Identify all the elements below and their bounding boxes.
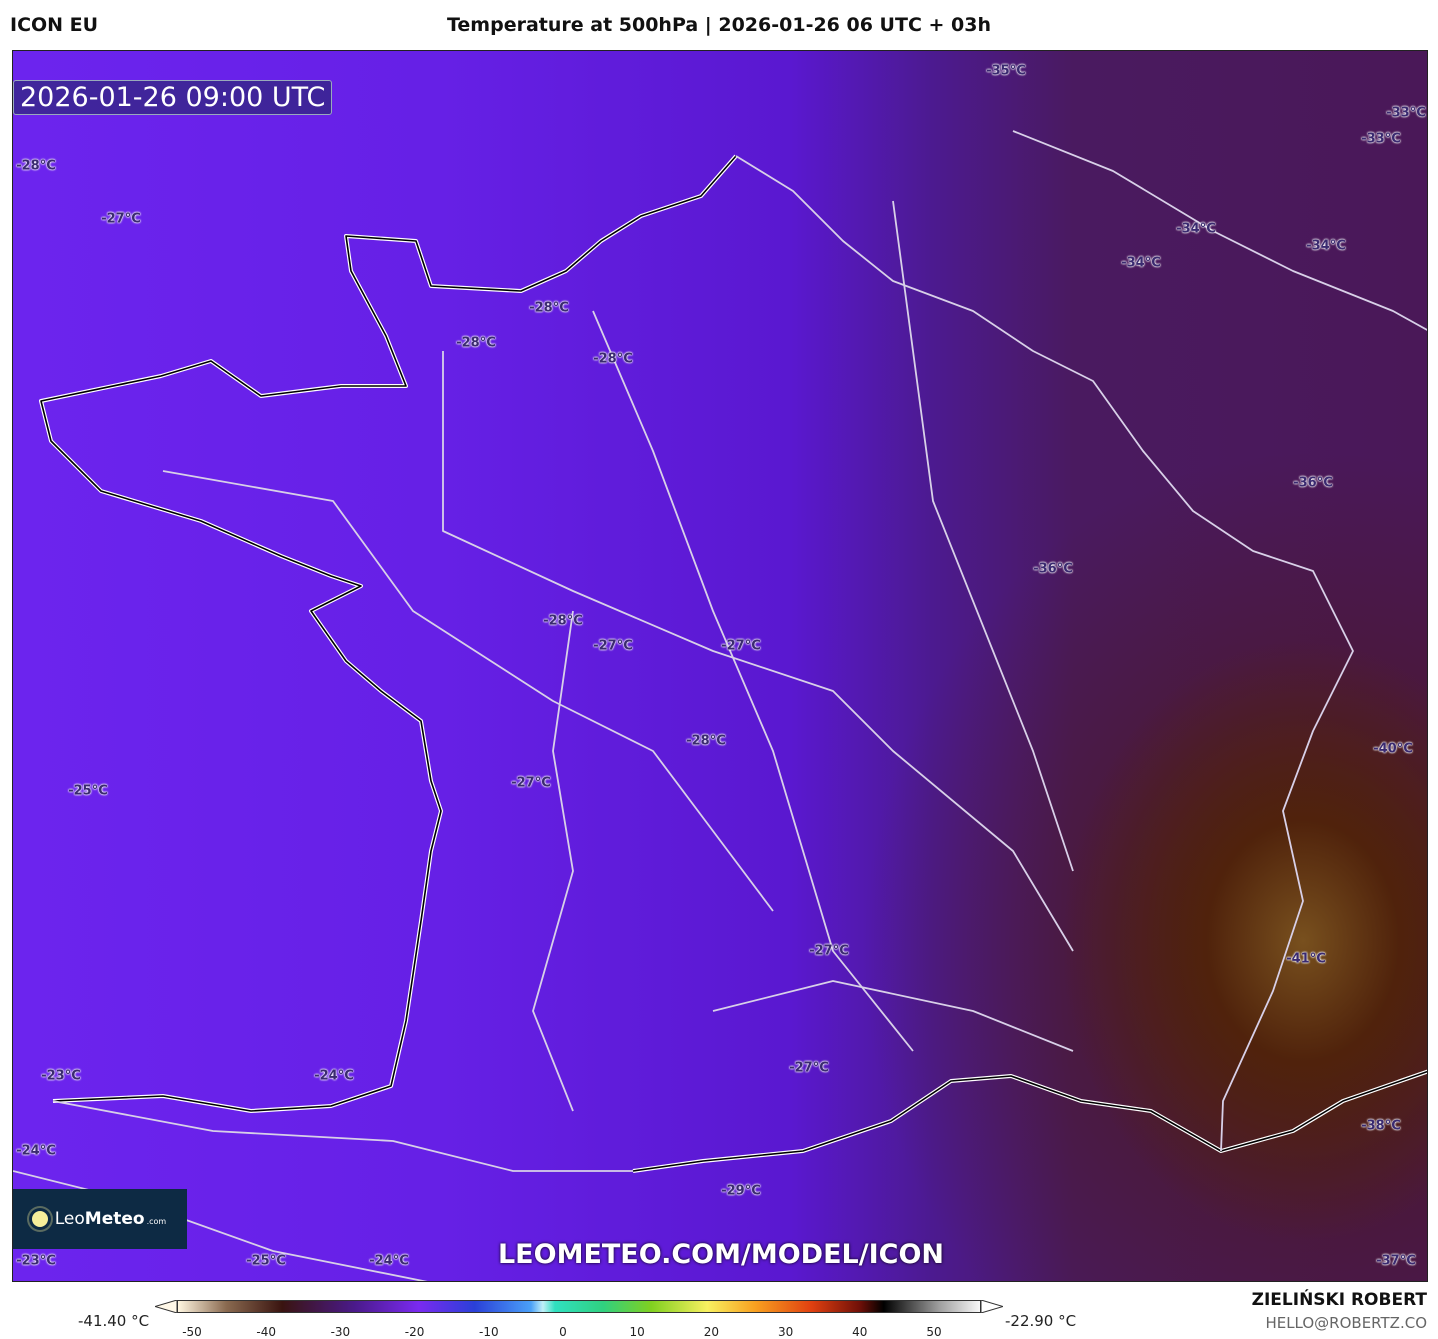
colorbar-tick: 20	[703, 1325, 720, 1339]
model-name: ICON EU	[10, 14, 99, 36]
temp-label: -41°C	[1286, 951, 1326, 967]
temp-label: -37°C	[1376, 1253, 1416, 1269]
colorbar-tick: 50	[926, 1325, 942, 1339]
colorbar-tick: -10	[478, 1325, 499, 1339]
temp-label: -28°C	[16, 158, 56, 174]
colorbar-tick: -20	[404, 1325, 425, 1339]
temp-label: -27°C	[809, 943, 849, 959]
temp-label: -33°C	[1361, 131, 1401, 147]
temp-label: -28°C	[686, 733, 726, 749]
temp-label: -23°C	[16, 1253, 56, 1269]
colorbar-tick: -50	[182, 1325, 202, 1339]
temp-label: -27°C	[511, 775, 551, 791]
temp-label: -25°C	[68, 783, 108, 799]
temp-label: -34°C	[1306, 238, 1346, 254]
temp-label: -28°C	[456, 335, 496, 351]
temp-label: -36°C	[1293, 475, 1333, 491]
temp-label: -33°C	[1386, 105, 1426, 121]
valid-time-box: 2026-01-26 09:00 UTC	[13, 80, 333, 115]
temp-label: -25°C	[246, 1253, 286, 1269]
temp-label: -23°C	[41, 1068, 81, 1084]
colorbar-min: -41.40 °C	[78, 1312, 150, 1330]
temp-label: -34°C	[1176, 221, 1216, 237]
colorbar-tick: 0	[559, 1325, 567, 1339]
temp-label: -24°C	[16, 1143, 56, 1159]
borders-layer	[13, 130, 1427, 1281]
coastline-halo	[39, 154, 738, 1113]
colorbar-tick: 30	[777, 1325, 794, 1339]
temperature-map: 2026-01-26 09:00 UTC -35°C -33°C -33°C -…	[12, 50, 1428, 1282]
temp-label: -28°C	[593, 351, 633, 367]
temp-label: -34°C	[1121, 255, 1161, 271]
colorbar-tick: -40	[256, 1325, 276, 1339]
mediterranean-coast	[632, 1070, 1427, 1172]
temp-label: -27°C	[593, 638, 633, 654]
temp-label: -27°C	[789, 1060, 829, 1076]
temp-label: -24°C	[369, 1253, 409, 1269]
temp-label: -28°C	[529, 300, 569, 316]
colorbar-tick: 40	[852, 1325, 868, 1339]
map-title: Temperature at 500hPa | 2026-01-26 06 UT…	[446, 14, 992, 36]
colorbar-tick: 10	[629, 1325, 645, 1339]
colorbar	[155, 1300, 1003, 1313]
temp-label: -35°C	[986, 63, 1026, 79]
author-email: HELLO@ROBERTZ.CO	[1265, 1314, 1427, 1332]
temp-label: -27°C	[721, 638, 761, 654]
colorbar-max: -22.90 °C	[1005, 1312, 1077, 1330]
temp-label: -24°C	[314, 1068, 354, 1084]
temp-label: -27°C	[101, 211, 141, 227]
sun-icon	[31, 1211, 48, 1227]
colorbar-tick: -30	[330, 1325, 351, 1339]
temp-label: -36°C	[1033, 561, 1073, 577]
colorbar-gradient	[177, 1300, 981, 1313]
leometeo-logo: Leo Meteo .com	[13, 1189, 187, 1249]
temp-label: -38°C	[1361, 1118, 1401, 1134]
watermark-url: LEOMETEO.COM/MODEL/ICON	[497, 1239, 945, 1270]
temp-label: -40°C	[1373, 741, 1413, 757]
temp-label: -29°C	[721, 1183, 761, 1199]
coastline	[40, 155, 737, 1112]
temp-label: -28°C	[543, 613, 583, 629]
author-name: ZIELIŃSKI ROBERT	[1251, 1290, 1427, 1310]
region-borders	[13, 130, 1427, 1281]
